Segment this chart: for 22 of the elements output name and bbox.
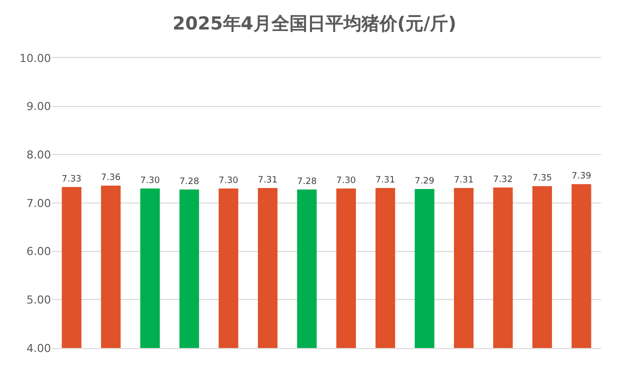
- data-label: 7.28: [179, 177, 200, 188]
- data-label: 7.29: [414, 176, 434, 187]
- data-label: 7.31: [258, 176, 278, 186]
- y-tick-label: 8.00: [26, 148, 51, 162]
- y-tick-label: 6.00: [26, 245, 51, 258]
- data-label: 7.28: [297, 177, 317, 188]
- y-tick-label: 4.00: [26, 342, 51, 355]
- y-tick-label: 10.00: [20, 52, 51, 65]
- chart-title: 2025年4月全国日平均猪价(元/斤): [172, 13, 456, 34]
- data-label: 7.30: [218, 176, 239, 186]
- data-label: 7.31: [376, 176, 396, 186]
- data-label: 7.35: [532, 174, 552, 184]
- data-label: 7.30: [140, 176, 160, 186]
- data-label: 7.31: [454, 176, 474, 186]
- data-label: 7.30: [336, 176, 356, 186]
- y-tick-label: 7.00: [26, 196, 51, 210]
- data-label: 7.39: [572, 172, 592, 182]
- y-tick-label: 5.00: [26, 294, 51, 307]
- data-label: 7.32: [493, 175, 513, 186]
- data-label: 7.33: [62, 174, 82, 185]
- data-label: 7.36: [101, 173, 122, 184]
- y-tick-label: 9.00: [26, 100, 51, 114]
